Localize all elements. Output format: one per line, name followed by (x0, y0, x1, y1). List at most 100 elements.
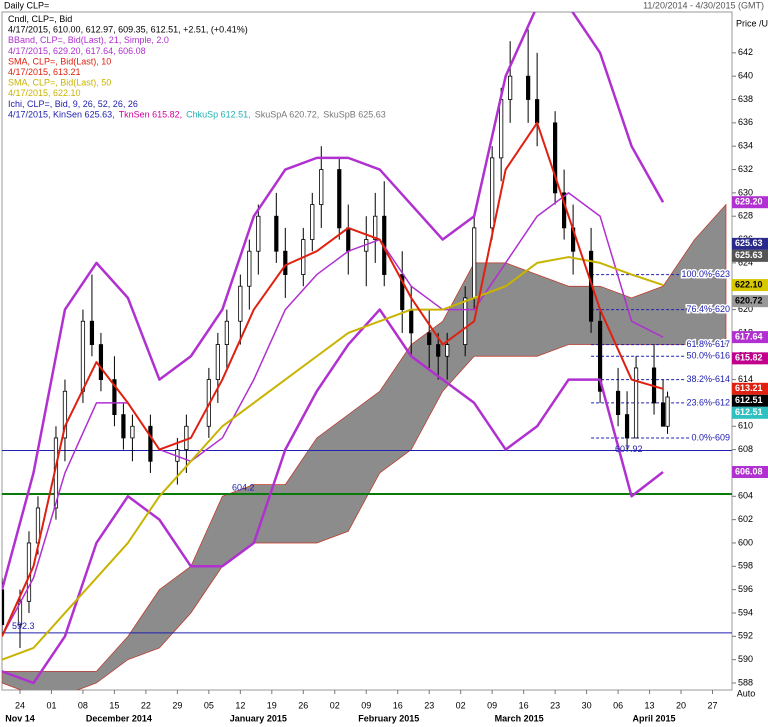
x-tick-label: 16 (393, 700, 403, 710)
y-tick-label: 610 (738, 421, 753, 431)
price-tag (732, 237, 768, 250)
y-tick-label: 602 (738, 514, 753, 524)
candle-body (247, 250, 252, 287)
candle-body (409, 309, 414, 334)
legend-text: 4/17/2015, 613.21 (8, 67, 81, 77)
x-tick-label: 26 (298, 700, 308, 710)
candle-body (346, 227, 351, 252)
y-tick-label: 620 (738, 304, 753, 314)
plot-frame (1, 11, 733, 691)
x-tick-label: 06 (613, 700, 623, 710)
candle-body (436, 344, 441, 357)
month-label: February 2015 (358, 713, 419, 723)
y-tick-label: 642 (738, 47, 753, 57)
hline-label: 604.2 (232, 482, 255, 492)
price-tag (732, 352, 768, 365)
legend-line: Ichi, CLP=, Bid, 9, 26, 52, 26, 26 (8, 99, 138, 109)
hline-label: 607.92 (615, 444, 643, 454)
x-tick-label: 16 (519, 700, 529, 710)
price-tag (732, 279, 768, 292)
price-tag-label: 625.63 (735, 238, 763, 248)
candle-body (472, 227, 477, 299)
y-tick-label: 604 (738, 491, 753, 501)
candle-body (148, 425, 153, 462)
candle-body (215, 344, 220, 380)
chart-title: Daily CLP= (4, 0, 49, 10)
x-tick-label: 02 (330, 700, 340, 710)
price-tag-label: 613.21 (735, 383, 763, 393)
fib-label: 0.0%-609 (691, 432, 730, 442)
x-tick-label: 20 (676, 700, 686, 710)
candle-body (427, 332, 432, 345)
candle-body (508, 75, 513, 100)
hline-label: 592.3 (12, 621, 35, 631)
fib-label: 38.2%-614 (686, 374, 730, 384)
candle-body (445, 344, 450, 357)
y-tick-label: 640 (738, 71, 753, 81)
candle-body (624, 414, 630, 439)
candle-body (238, 285, 243, 322)
candle-body (526, 75, 531, 100)
price-tag (732, 249, 768, 262)
legend-line: 4/17/2015, 622.10 (8, 89, 81, 99)
candle-body (665, 396, 670, 427)
month-label: March 2015 (495, 713, 544, 723)
price-tag (732, 406, 768, 419)
candle-body (121, 414, 126, 439)
x-tick-label: 30 (582, 700, 592, 710)
candle-body (310, 204, 315, 240)
candle-body (224, 320, 229, 345)
legend-text: 4/17/2015, KinSen 625.63, (8, 110, 115, 120)
auto-button[interactable]: Auto (737, 688, 756, 698)
price-tag (732, 196, 768, 209)
legend-text: BBand, CLP=, Bid(Last), 21, Simple, 2.0 (8, 36, 169, 46)
legend-text: 4/17/2015, 610.00, 612.97, 609.35, 612.5… (8, 25, 248, 35)
legend-text: SMA, CLP=, Bid(Last), 10 (8, 57, 111, 67)
x-tick-label: 09 (487, 700, 497, 710)
y-axis-label: Price /USD (736, 18, 768, 28)
legend-line: 4/17/2015, 613.21 (8, 67, 81, 77)
x-tick-label: 15 (109, 700, 119, 710)
candle-body (184, 425, 189, 451)
y-tick-label: 590 (738, 654, 753, 664)
legend-text: 4/17/2015, 622.10 (8, 89, 81, 99)
legend-text: SkuSpB 625.63 (323, 110, 386, 120)
indicator-line (2, 256, 664, 661)
x-tick-label: 12 (235, 700, 245, 710)
legend-text: 4/17/2015, 629.20, 617.64, 606.08 (8, 46, 146, 56)
plot-area (2, 12, 732, 690)
candle-body (660, 402, 666, 427)
candle-body (256, 215, 261, 252)
candle-body (373, 215, 378, 240)
price-tag-label: 629.20 (735, 197, 763, 207)
y-tick-label: 636 (738, 117, 753, 127)
price-tag (732, 394, 768, 407)
candle-body (597, 320, 603, 392)
x-tick-label: 13 (645, 700, 655, 710)
y-tick-label: 592 (738, 631, 753, 641)
price-tag (732, 466, 768, 479)
candle-body (98, 344, 104, 380)
month-label: January 2015 (230, 713, 287, 723)
month-label: Nov 14 (5, 713, 35, 723)
fib-label: 50.0%-616 (686, 351, 730, 361)
candle-body (89, 320, 95, 345)
month-label: April 2015 (633, 713, 676, 723)
candle-body (319, 169, 324, 205)
y-tick-label: 600 (738, 537, 753, 547)
legend-text: SMA, CLP=, Bid(Last), 50 (8, 78, 111, 88)
candle-body (112, 379, 117, 415)
x-tick-label: 19 (267, 700, 277, 710)
x-tick-label: 09 (361, 700, 371, 710)
candle-body (17, 600, 23, 626)
price-tag-label: 612.51 (735, 395, 763, 405)
legend-text: TknSen 615.82, (119, 110, 183, 120)
fib-label: 76.4%-620 (686, 304, 730, 314)
x-tick-label: 01 (46, 700, 56, 710)
x-tick-label: 05 (204, 700, 214, 710)
y-tick-label: 594 (738, 607, 753, 617)
legend-line: 4/17/2015, KinSen 625.63, TknSen 615.82, C… (8, 110, 386, 120)
indicator-line (2, 12, 665, 590)
legend-line: SMA, CLP=, Bid(Last), 50 (8, 78, 111, 88)
